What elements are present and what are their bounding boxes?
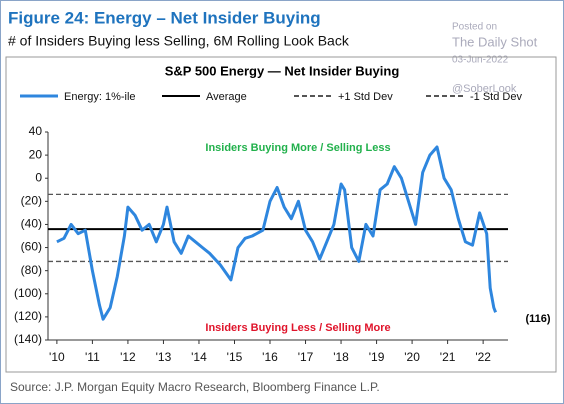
chart-frame (5, 56, 557, 373)
annotation: Insiders Buying More / Selling Less (205, 142, 390, 154)
x-tick-label: '20 (404, 350, 420, 364)
annotation: Insiders Buying Less / Selling More (205, 322, 390, 334)
x-tick-label: '16 (262, 350, 278, 364)
legend-label: -1 Std Dev (470, 91, 522, 103)
x-tick-label: '15 (227, 350, 243, 364)
watermark-site: The Daily Shot (452, 34, 538, 49)
y-tick-label: (140) (14, 332, 42, 346)
chart-title: Figure 24: Energy – Net Insider Buying (8, 8, 321, 27)
y-tick-label: 20 (29, 147, 43, 161)
annotation: (116) (525, 313, 550, 325)
legend-label: Average (206, 91, 247, 103)
x-tick-label: '19 (369, 350, 385, 364)
y-tick-label: (120) (14, 309, 42, 323)
x-tick-label: '17 (298, 350, 314, 364)
watermark-posted: Posted on (452, 22, 497, 33)
watermark-date: 03-Jun-2022 (452, 55, 509, 66)
y-tick-label: (60) (21, 240, 42, 254)
x-tick-label: '12 (120, 350, 136, 364)
source-note: Source: J.P. Morgan Equity Macro Researc… (10, 380, 380, 394)
x-tick-label: '22 (475, 350, 491, 364)
data-line (56, 145, 498, 321)
x-tick-label: '11 (85, 350, 100, 364)
chart-subtitle: # of Insiders Buying less Selling, 6M Ro… (8, 33, 350, 49)
x-tick-label: '21 (440, 350, 456, 364)
legend-label: Energy: 1%-ile (64, 91, 136, 103)
y-tick-label: 0 (35, 170, 42, 184)
y-tick-label: (40) (21, 217, 42, 231)
plot-title: S&P 500 Energy — Net Insider Buying (165, 63, 400, 78)
y-tick-label: (100) (14, 286, 42, 300)
x-tick-label: '10 (49, 350, 65, 364)
y-tick-label: (20) (21, 194, 42, 208)
x-tick-label: '14 (191, 350, 207, 364)
legend-label: +1 Std Dev (338, 91, 393, 103)
watermark-handle: @SoberLook (452, 83, 517, 95)
y-tick-label: (80) (21, 263, 42, 277)
x-tick-label: '18 (333, 350, 349, 364)
y-tick-label: 40 (29, 124, 43, 138)
x-tick-label: '13 (156, 350, 172, 364)
